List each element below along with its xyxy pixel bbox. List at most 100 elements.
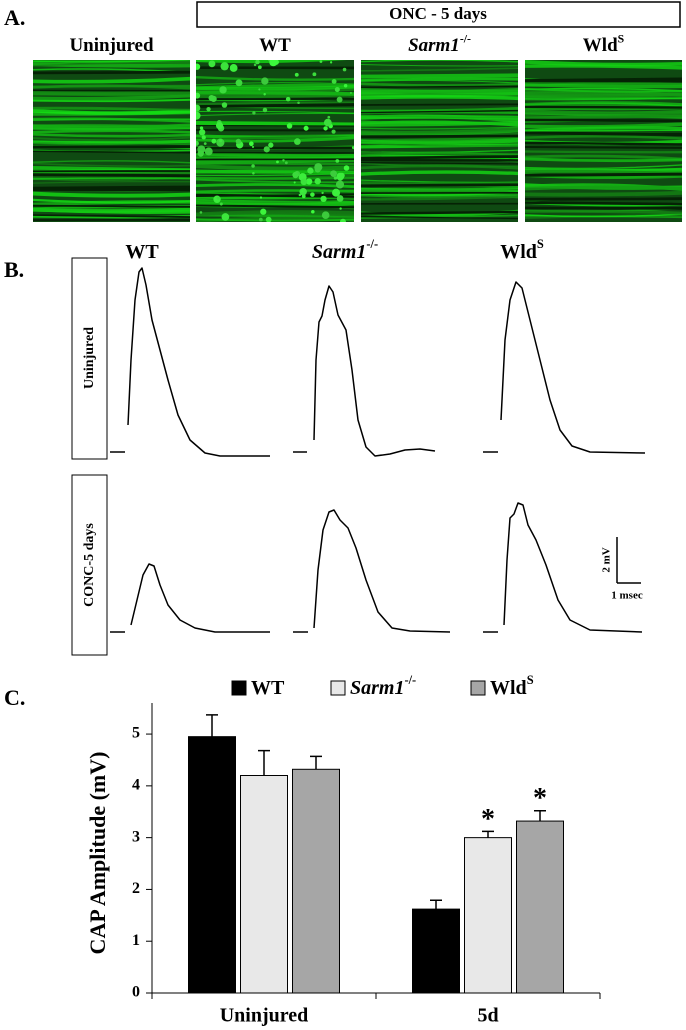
micrograph [525,60,682,222]
bar [292,768,340,994]
legend-label: WT [251,677,285,699]
fiber [361,89,518,92]
fiber [525,129,682,132]
fiber [33,162,190,167]
debris [213,195,221,203]
debris [211,138,217,144]
column-label-text: Sarm1 [312,241,366,263]
debris [311,209,315,214]
debris [314,163,323,172]
gap [525,172,682,177]
micrograph [33,60,190,222]
group-label: ONC - 5 days [389,4,487,23]
debris [257,65,262,70]
debris [284,161,288,165]
debris [196,63,201,70]
debris [208,95,215,102]
debris [249,141,254,147]
debris [292,171,299,179]
fiber [525,92,682,99]
fiber [361,60,518,63]
column-label: WldS [500,237,544,263]
gap [525,197,682,201]
debris [323,126,328,131]
debris [253,63,257,67]
fiber [525,185,682,191]
y-tick-label: 0 [132,984,140,1001]
fiber [33,141,190,145]
trace [110,563,270,633]
row-label: Uninjured [82,327,97,389]
debris [252,111,256,115]
debris [336,96,343,103]
fiber [525,113,682,119]
debris [307,167,314,174]
fiber [361,67,518,72]
micrograph [196,60,354,222]
gap [361,155,518,160]
fiber [196,60,240,62]
fiber [525,64,682,70]
fiber [196,84,354,91]
fiber [33,90,190,96]
legend-swatch [470,680,486,696]
y-tick-label: 4 [132,777,140,794]
column-label: WldS [583,32,625,56]
legend-label-sup: -/- [404,673,416,687]
column-label: Uninjured [69,35,154,56]
trace [483,502,643,633]
fiber [33,160,190,164]
panel-label: C. [4,685,25,710]
fiber [361,120,518,125]
fiber [361,170,518,176]
gap [525,132,682,137]
fiber [196,218,354,222]
gap [361,103,518,106]
gap [196,204,354,209]
legend-label: Sarm1-/- [350,673,416,699]
debris [294,72,299,77]
fiber [196,112,354,117]
debris [312,72,317,77]
fiber [33,60,190,63]
fiber [361,139,518,145]
column-label-text: Uninjured [69,35,154,56]
gap [525,118,682,123]
column-label: Sarm1-/- [312,237,378,263]
fiber [196,90,354,96]
debris [251,164,255,168]
gap [361,161,518,165]
fiber [33,129,190,134]
debris [220,62,229,71]
panel-label: A. [4,5,25,30]
debris [235,79,243,87]
debris [219,86,227,94]
legend-swatch [330,680,346,696]
debris [330,170,337,178]
fiber [33,107,190,111]
error-bar [430,899,442,910]
debris [332,188,341,197]
fiber [361,185,518,192]
bar [464,837,512,994]
debris [331,79,337,84]
debris [208,60,216,68]
debris [268,142,274,148]
debris [269,60,278,67]
debris [216,196,220,200]
column-label: Sarm1-/- [408,32,471,56]
debris [320,195,327,203]
fiber [33,84,190,90]
debris [339,172,345,179]
fiber [525,154,682,161]
fiber [361,152,518,157]
gap [33,214,190,218]
row-box [71,474,108,656]
fiber [33,133,190,138]
debris [351,146,354,150]
column-label: WT [125,241,159,263]
column-label-text: Wld [583,35,618,56]
fiber [361,195,518,201]
fiber [525,83,682,89]
